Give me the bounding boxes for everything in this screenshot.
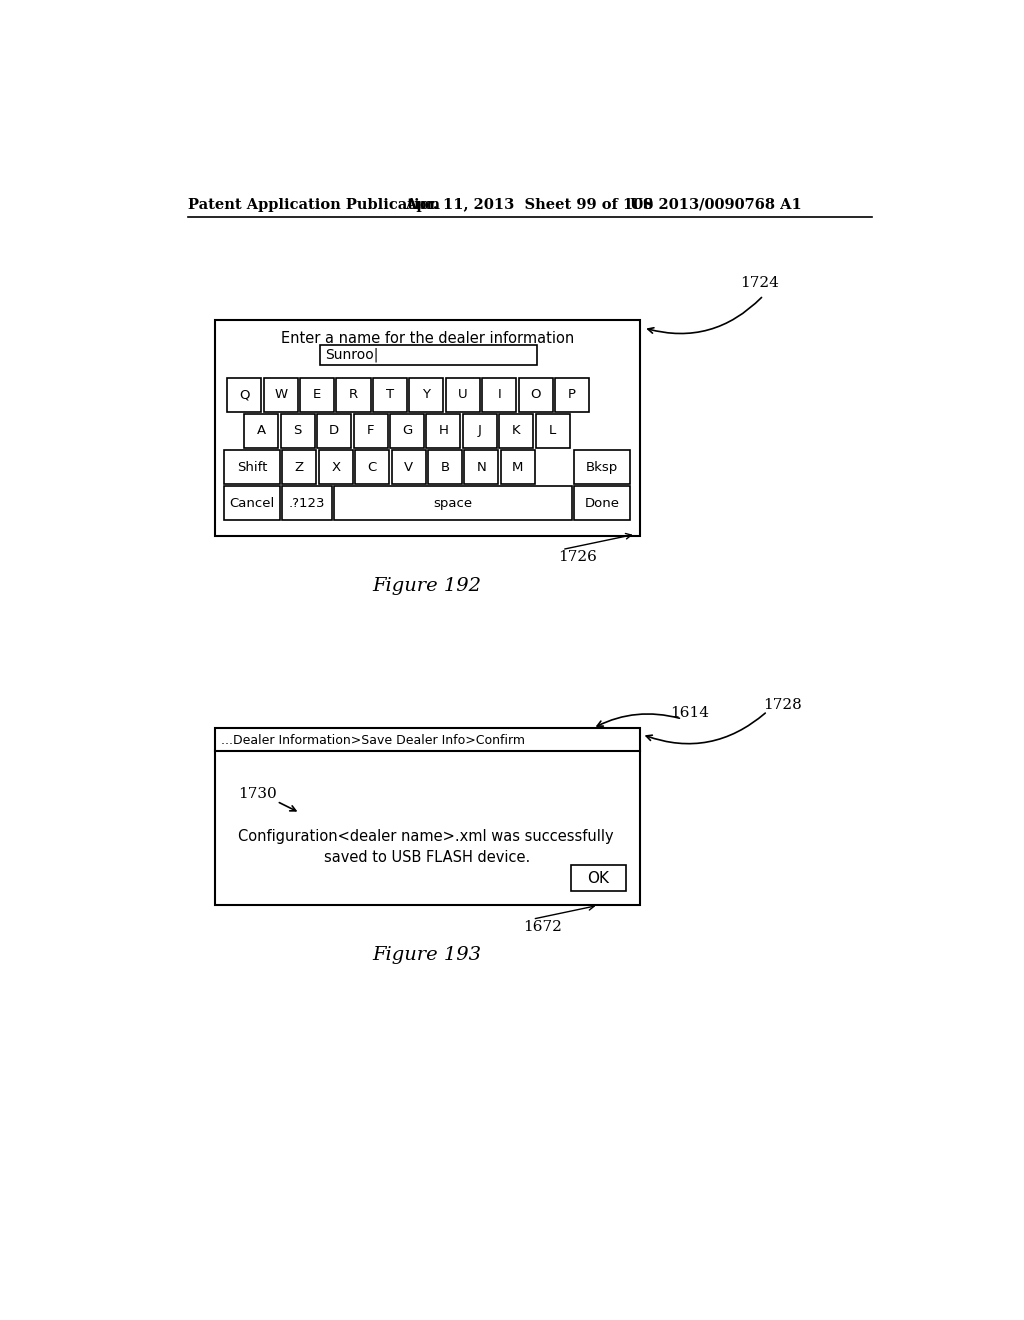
Text: 1730: 1730: [238, 787, 276, 801]
Text: Cancel: Cancel: [229, 496, 274, 510]
Text: 1726: 1726: [558, 550, 597, 564]
Text: space: space: [433, 496, 473, 510]
Bar: [445, 378, 480, 412]
Text: Q: Q: [239, 388, 250, 401]
Bar: [215, 729, 640, 906]
Text: Done: Done: [585, 496, 620, 510]
Bar: [317, 414, 351, 447]
Text: Enter a name for the dealer information: Enter a name for the dealer information: [281, 331, 573, 346]
Bar: [574, 487, 630, 520]
Bar: [373, 378, 407, 412]
Text: Shift: Shift: [237, 461, 267, 474]
Text: ...Dealer Information>Save Dealer Info>Confirm: ...Dealer Information>Save Dealer Info>C…: [221, 734, 525, 747]
Bar: [227, 378, 261, 412]
Bar: [463, 414, 497, 447]
Text: X: X: [331, 461, 340, 474]
Text: U: U: [458, 388, 468, 401]
Text: 1614: 1614: [671, 706, 710, 719]
Bar: [426, 414, 461, 447]
Bar: [518, 378, 553, 412]
Text: F: F: [367, 425, 375, 437]
Text: V: V: [404, 461, 413, 474]
Text: US 2013/0090768 A1: US 2013/0090768 A1: [630, 198, 802, 211]
Text: R: R: [349, 388, 358, 401]
Bar: [334, 487, 572, 520]
Text: D: D: [329, 425, 339, 437]
Bar: [536, 414, 569, 447]
Text: P: P: [568, 388, 577, 401]
Text: Figure 192: Figure 192: [373, 577, 481, 595]
Text: N: N: [476, 461, 486, 474]
Text: T: T: [386, 388, 394, 401]
Text: Patent Application Publication: Patent Application Publication: [188, 198, 440, 211]
Text: saved to USB FLASH device.: saved to USB FLASH device.: [324, 850, 530, 865]
Bar: [300, 378, 334, 412]
Bar: [281, 414, 314, 447]
Bar: [337, 378, 371, 412]
Bar: [464, 450, 499, 484]
Text: B: B: [440, 461, 450, 474]
Text: Configuration<dealer name>.xml was successfully: Configuration<dealer name>.xml was succe…: [238, 829, 613, 843]
Bar: [501, 450, 535, 484]
Text: Figure 193: Figure 193: [373, 946, 481, 965]
Bar: [283, 487, 332, 520]
Text: 1724: 1724: [740, 276, 779, 290]
Text: H: H: [438, 425, 449, 437]
Text: O: O: [530, 388, 541, 401]
Bar: [224, 450, 280, 484]
Text: M: M: [512, 461, 523, 474]
Bar: [224, 487, 280, 520]
Bar: [500, 414, 534, 447]
Bar: [353, 414, 388, 447]
Bar: [410, 378, 443, 412]
Bar: [571, 866, 626, 891]
Text: A: A: [257, 425, 266, 437]
Text: Z: Z: [295, 461, 304, 474]
Text: .?123: .?123: [289, 496, 326, 510]
Text: J: J: [478, 425, 481, 437]
Text: 1672: 1672: [523, 920, 562, 933]
Bar: [391, 450, 426, 484]
Bar: [263, 378, 298, 412]
Text: I: I: [498, 388, 501, 401]
Text: Apr. 11, 2013  Sheet 99 of 100: Apr. 11, 2013 Sheet 99 of 100: [406, 198, 653, 211]
Text: Y: Y: [422, 388, 430, 401]
Bar: [390, 414, 424, 447]
Bar: [574, 450, 630, 484]
Bar: [555, 378, 589, 412]
Text: C: C: [368, 461, 377, 474]
Bar: [215, 321, 640, 536]
Bar: [318, 450, 352, 484]
Text: L: L: [549, 425, 556, 437]
Bar: [428, 450, 462, 484]
Text: K: K: [512, 425, 520, 437]
Text: Bksp: Bksp: [586, 461, 618, 474]
Text: OK: OK: [588, 871, 609, 886]
Bar: [482, 378, 516, 412]
Text: Sunroo|: Sunroo|: [325, 347, 378, 362]
Text: G: G: [401, 425, 412, 437]
Bar: [283, 450, 316, 484]
Text: 1728: 1728: [764, 698, 802, 711]
Text: W: W: [274, 388, 288, 401]
Bar: [245, 414, 279, 447]
Text: E: E: [313, 388, 322, 401]
Bar: [321, 345, 538, 364]
Bar: [355, 450, 389, 484]
Text: S: S: [294, 425, 302, 437]
